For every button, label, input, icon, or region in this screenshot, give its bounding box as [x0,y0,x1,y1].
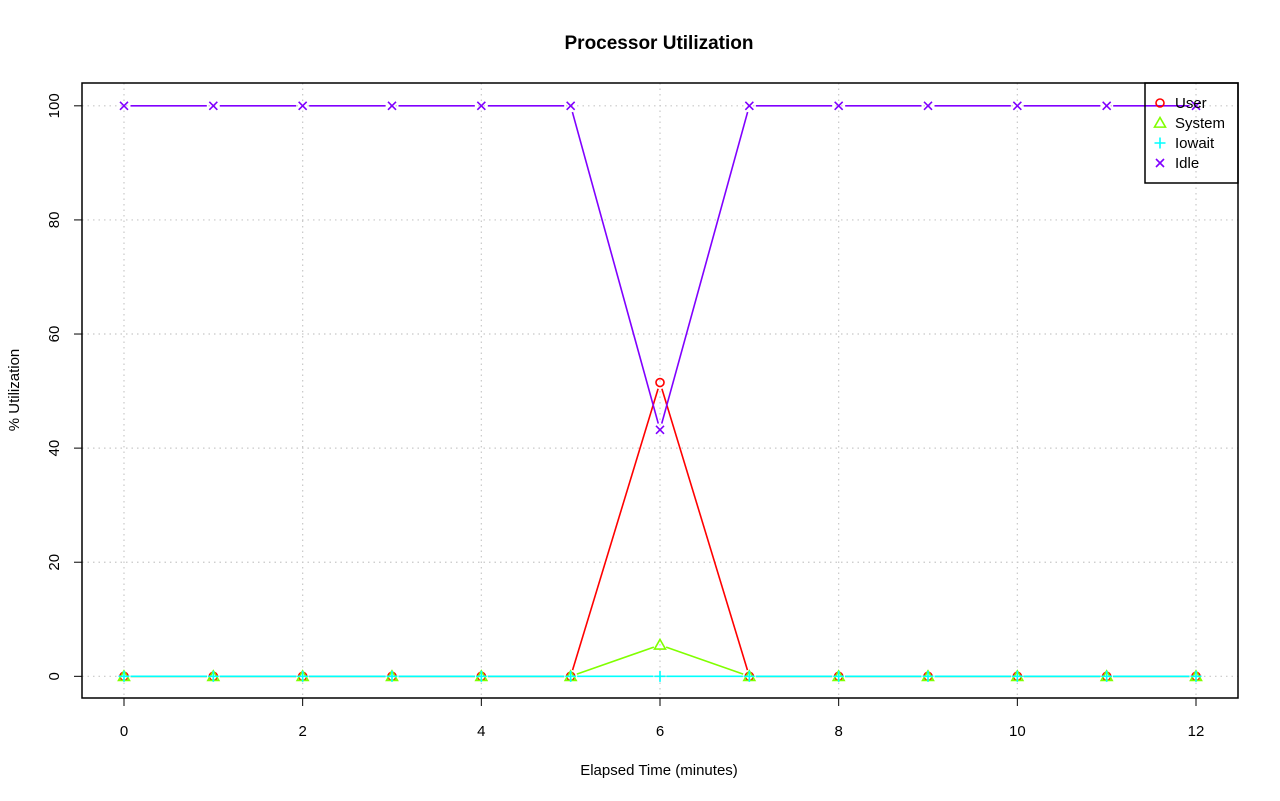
series-idle-point [208,101,218,111]
series-system-segment [576,646,655,675]
series-iowait-point [1011,670,1023,682]
y-axis-title: % Utilization [6,349,23,432]
x-tick-label: 6 [656,723,664,740]
series-iowait [118,670,1202,682]
legend-label-user: User [1175,95,1207,112]
series-idle-segment [571,111,660,424]
x-tick-label: 2 [298,723,306,740]
series-iowait-point [207,670,219,682]
legend-marker-iowait [1154,137,1166,149]
x-tick-label: 0 [120,723,128,740]
legend-item-idle: Idle [1155,155,1199,172]
chart-title: Processor Utilization [565,33,754,54]
legend-marker-idle [1155,158,1165,168]
legend-marker-system [1153,115,1167,128]
y-tick-label: 40 [46,440,63,457]
x-tick-label: 12 [1188,723,1205,740]
series-idle-point [119,101,129,111]
x-tick-label: 8 [834,723,842,740]
y-tick-label: 0 [46,672,63,680]
series-iowait-point [1101,670,1113,682]
legend-marker-user [1155,98,1165,108]
series-system-point [653,637,667,650]
legend-item-user: User [1155,95,1207,112]
series-iowait-point [743,670,755,682]
series-iowait-point [833,670,845,682]
series-idle-point [476,101,486,111]
series-idle-point [298,101,308,111]
series-iowait-point [297,670,309,682]
y-tick-label: 20 [46,554,63,571]
series-idle-point [1191,101,1201,111]
series-idle-point [655,425,665,435]
series-iowait-point [1190,670,1202,682]
x-axis-title: Elapsed Time (minutes) [580,762,738,779]
legend-item-iowait: Iowait [1154,135,1215,152]
y-tick-label: 100 [46,93,63,118]
legend-label-idle: Idle [1175,155,1199,172]
series-idle-point [1012,101,1022,111]
axes: 0 2 4 6 8 10 12 0 20 40 60 80 100 [46,93,1204,740]
series-iowait-point [386,670,398,682]
series-idle-point [387,101,397,111]
x-tick-label: 10 [1009,723,1026,740]
series-user-segment [571,388,659,671]
y-tick-label: 80 [46,212,63,229]
series-idle-point [834,101,844,111]
legend-item-system: System [1153,115,1225,132]
series-system-segment [665,646,744,675]
series-iowait-point [475,670,487,682]
series-iowait-point [118,670,130,682]
legend-label-system: System [1175,115,1225,132]
series-idle-point [744,101,754,111]
legend: User System Iowait Idle [1144,82,1239,184]
x-tick-label: 4 [477,723,485,740]
series-idle-point [923,101,933,111]
series-layer [117,101,1203,682]
series-iowait-point [654,670,666,682]
series-idle-point [1102,101,1112,111]
grid [82,83,1238,698]
series-user-point [655,377,665,388]
series-user-segment [661,388,749,671]
series-iowait-point [565,670,577,682]
y-tick-label: 60 [46,326,63,343]
series-iowait-point [922,670,934,682]
legend-box [1144,82,1239,184]
plot-frame [81,82,1239,699]
series-idle-point [566,101,576,111]
legend-label-iowait: Iowait [1175,135,1215,152]
series-idle-segment [660,111,749,424]
series-idle [119,101,1201,435]
